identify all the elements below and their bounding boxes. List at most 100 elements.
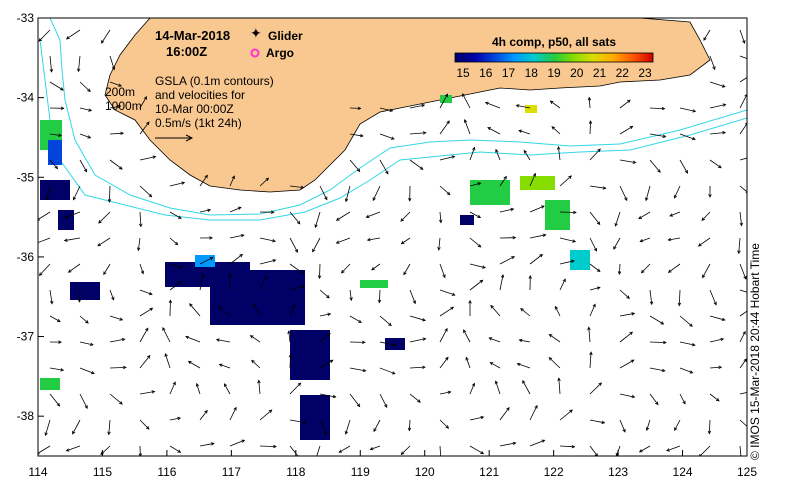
velocity-arrowhead (237, 206, 242, 210)
velocity-arrowhead (143, 96, 147, 100)
velocity-arrowhead (294, 249, 298, 253)
velocity-arrow (490, 305, 501, 317)
velocity-arrowhead (403, 271, 407, 276)
velocity-arrowhead (743, 275, 747, 280)
velocity-arrowhead (422, 131, 427, 135)
x-tick-label: 116 (157, 465, 176, 479)
velocity-arrow (289, 445, 299, 456)
velocity-arrowhead (139, 223, 143, 228)
velocity-arrowhead (740, 459, 743, 462)
velocity-arrow (367, 237, 381, 241)
velocity-arrowhead (737, 250, 741, 255)
velocity-arrowhead (117, 104, 122, 109)
velocity-arrow (619, 313, 635, 317)
velocity-arrow (49, 159, 58, 169)
x-tick-label: 119 (351, 465, 370, 479)
velocity-arrow (199, 274, 204, 291)
velocity-arrow (520, 308, 531, 317)
velocity-arrow (709, 55, 716, 70)
colorbar-tick-label: 23 (638, 66, 652, 80)
velocity-arrowhead (702, 274, 706, 279)
velocity-arrowhead (602, 186, 607, 190)
velocity-arrow (495, 149, 501, 161)
velocity-arrow (649, 133, 666, 138)
velocity-arrow (649, 341, 666, 344)
velocity-arrowhead (614, 222, 618, 227)
velocity-arrow (139, 307, 153, 317)
velocity-arrowhead (356, 168, 361, 173)
velocity-arrow (589, 120, 591, 135)
velocity-arrowhead (462, 93, 466, 97)
velocity-arrow (139, 328, 149, 343)
velocity-arrow (739, 211, 742, 226)
velocity-arrowhead (718, 365, 723, 370)
velocity-arrow (549, 334, 561, 343)
velocity-arrow (469, 182, 481, 187)
y-tick-label: -34 (17, 91, 35, 105)
colorbar (454, 52, 654, 63)
velocity-arrow (516, 104, 531, 109)
velocity-arrowhead (512, 236, 517, 240)
velocity-arrowhead (204, 174, 208, 179)
colorbar-tick-label: 18 (525, 66, 539, 80)
velocity-arrowhead (177, 416, 182, 421)
velocity-arrowhead (38, 272, 43, 276)
velocity-arrowhead (673, 194, 677, 199)
velocity-arrow (518, 130, 531, 135)
velocity-arrowhead (444, 327, 448, 332)
velocity-arrowhead (439, 457, 442, 460)
velocity-arrow (469, 237, 481, 248)
velocity-arrow (169, 182, 185, 187)
velocity-arrow (79, 341, 94, 346)
velocity-arrowhead (479, 279, 484, 284)
velocity-arrow (319, 263, 321, 279)
velocity-arrow (490, 362, 501, 369)
velocity-arrowhead (385, 170, 389, 175)
velocity-arrow (649, 289, 653, 305)
velocity-arrow (739, 289, 747, 293)
velocity-arrowhead (335, 240, 340, 244)
velocity-arrowhead (217, 305, 222, 310)
velocity-arrowhead (389, 108, 394, 112)
velocity-arrowhead (151, 390, 156, 394)
velocity-arrowhead (649, 301, 654, 306)
velocity-arrow (345, 185, 351, 202)
argo-label: Argo (266, 46, 294, 60)
velocity-arrow (229, 175, 235, 187)
velocity-arrow (336, 211, 351, 221)
velocity-arrow (49, 315, 61, 322)
velocity-arrow (349, 315, 362, 323)
velocity-arrowhead (568, 175, 572, 179)
velocity-arrow (439, 289, 455, 296)
map-content (38, 18, 747, 462)
velocity-arrow (49, 55, 53, 72)
velocity-arrow (678, 289, 681, 306)
velocity-arrowhead (119, 401, 123, 405)
velocity-arrow (403, 263, 411, 275)
velocity-arrowhead (44, 432, 48, 437)
velocity-arrowhead (645, 197, 649, 202)
velocity-arrow (469, 445, 484, 455)
velocity-arrowhead (88, 108, 93, 112)
velocity-arrow (439, 357, 449, 369)
velocity-arrow (379, 367, 395, 375)
colorbar-tick-label: 20 (570, 66, 584, 80)
velocity-arrowhead (312, 248, 316, 253)
velocity-arrow (139, 96, 147, 109)
velocity-arrowhead (327, 332, 331, 337)
velocity-arrowhead (518, 129, 523, 133)
velocity-arrow (79, 107, 92, 111)
velocity-arrowhead (195, 382, 200, 387)
velocity-arrow (169, 211, 182, 219)
velocity-arrow (559, 445, 575, 448)
velocity-arrowhead (56, 402, 61, 407)
map-time: 16:00Z (166, 44, 207, 59)
velocity-arrow (109, 81, 122, 87)
velocity-arrow (103, 263, 111, 275)
velocity-arrowhead (587, 326, 591, 331)
velocity-arrowhead (359, 133, 364, 138)
velocity-arrowhead (365, 214, 370, 218)
velocity-arrow (108, 419, 111, 435)
velocity-arrowhead (146, 121, 150, 126)
velocity-arrowhead (744, 93, 747, 98)
